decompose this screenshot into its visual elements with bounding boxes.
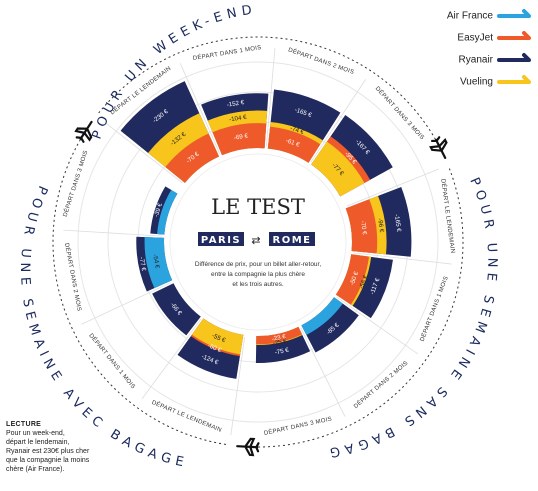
period-label: DÉPART DANS 3 MOIS <box>62 149 90 217</box>
divider <box>104 121 183 184</box>
divider <box>300 327 346 417</box>
divider <box>179 63 221 155</box>
value-label: -39 € <box>153 202 164 218</box>
bar-avec-2-airfrance <box>144 237 173 289</box>
bar-sans-3-easyjet <box>256 326 303 345</box>
legend-swatch-ryanair <box>497 53 531 62</box>
center-ring <box>169 153 347 331</box>
plane-icon <box>429 136 448 159</box>
bar-weekend-3-vueling <box>311 141 365 197</box>
planes <box>74 120 448 457</box>
to-box <box>269 232 315 246</box>
subtitle-line-1: Différence de prix, pour un billet aller… <box>195 261 322 268</box>
bar-avec-3-airfrance <box>157 189 178 235</box>
lecture-heading: LECTURE <box>6 421 42 428</box>
value-label: -165 € <box>393 214 402 233</box>
value-label: -56 € <box>358 274 370 290</box>
period-label: DÉPART DANS 2 MOIS <box>63 242 83 312</box>
plane-icon <box>236 437 260 457</box>
divider <box>81 282 172 325</box>
value-label: -25 € <box>272 337 288 347</box>
dashed-arc-weekend <box>98 36 438 143</box>
value-label: -23 € <box>271 333 287 343</box>
value-label: -96 € <box>376 218 385 233</box>
lecture-line-1: Pour un week-end, <box>6 430 65 437</box>
period-label: DÉPART DANS 3 MOIS <box>263 415 332 437</box>
dashed-arc-sans <box>254 168 464 448</box>
bar-weekend-2-easyjet <box>267 126 321 163</box>
from-city: PARIS <box>201 235 241 246</box>
ring-2 <box>77 61 439 423</box>
divider <box>141 318 202 399</box>
bar-sans-0-easyjet <box>345 199 378 254</box>
center-title: LE TEST <box>211 195 305 219</box>
lecture-line-3: Ryanair est 230€ plus cher <box>6 448 90 455</box>
value-label: -74 € <box>289 125 305 136</box>
subtitle-line-3: et les trois autres. <box>232 281 283 288</box>
period-label: DÉPART DANS 1 MOIS <box>419 275 450 342</box>
legend-label-easyjet: EasyJet <box>457 33 493 44</box>
divider <box>353 252 452 265</box>
from-box <box>198 232 244 246</box>
legend: Air France EasyJet Ryanair Vueling <box>447 9 531 88</box>
period-label: DÉPART DANS 1 MOIS <box>192 44 262 62</box>
bar-avec-0-vueling <box>191 318 244 355</box>
value-label: -70 € <box>359 220 368 235</box>
divider <box>310 79 366 163</box>
period-label: DÉPART DANS 2 MOIS <box>287 46 355 75</box>
divider <box>230 337 246 436</box>
bars-layer: -230 €-132 €-70 €-152 €-104 €-69 €-165 €… <box>120 81 412 379</box>
bar-weekend-0-easyjet <box>165 133 220 183</box>
legend-label-vueling: Vueling <box>460 77 493 88</box>
value-label: -54 € <box>151 254 161 270</box>
lecture-line-2: départ le lendemain, <box>6 439 70 446</box>
bar-weekend-1-easyjet <box>212 123 267 156</box>
legend-label-ryanair: Ryanair <box>459 55 494 66</box>
divider <box>346 168 439 207</box>
bar-avec-1-ryanair <box>152 283 201 336</box>
value-label: -152 € <box>226 99 245 109</box>
period-label: DÉPART LE LENDEMAIN <box>439 179 456 254</box>
period-label: DÉPART DANS 2 MOIS <box>352 359 409 410</box>
divider <box>336 296 418 355</box>
period-label: DÉPART DANS 1 MOIS <box>87 332 136 390</box>
value-label: -77 € <box>138 256 148 272</box>
divider <box>265 47 276 147</box>
legend-swatch-easyjet <box>497 31 531 40</box>
legend-label-airfrance: Air France <box>447 11 494 22</box>
legend-swatch-airfrance <box>497 9 531 18</box>
subtitle-line-2: entre la compagnie la plus chère <box>211 271 305 278</box>
sector-dividers <box>63 47 452 436</box>
value-label: -69 € <box>233 132 249 141</box>
center-disc <box>166 150 350 334</box>
bar-sans-2-ryanair <box>301 297 359 353</box>
lecture-line-5: chère (Air France). <box>6 466 65 473</box>
to-city: ROME <box>273 235 312 246</box>
dashed-arc-avec <box>52 136 227 445</box>
divider <box>63 229 163 237</box>
value-label: -75 € <box>274 347 290 357</box>
legend-swatch-vueling <box>497 75 531 84</box>
swap-arrows-icon: ⇄ <box>251 234 260 247</box>
outer-dashed-arcs <box>52 36 464 448</box>
value-label: -104 € <box>229 114 248 124</box>
value-label: -61 € <box>285 137 301 148</box>
bar-sans-1-easyjet <box>335 254 370 305</box>
plane-icon <box>74 120 93 143</box>
value-label: -50 € <box>349 270 361 286</box>
bar-sans-2-airfrance <box>301 297 343 335</box>
lecture-line-4: que la compagnie la moins <box>6 457 90 464</box>
lecture-note: LECTURE Pour un week-end, départ le lend… <box>6 420 116 474</box>
